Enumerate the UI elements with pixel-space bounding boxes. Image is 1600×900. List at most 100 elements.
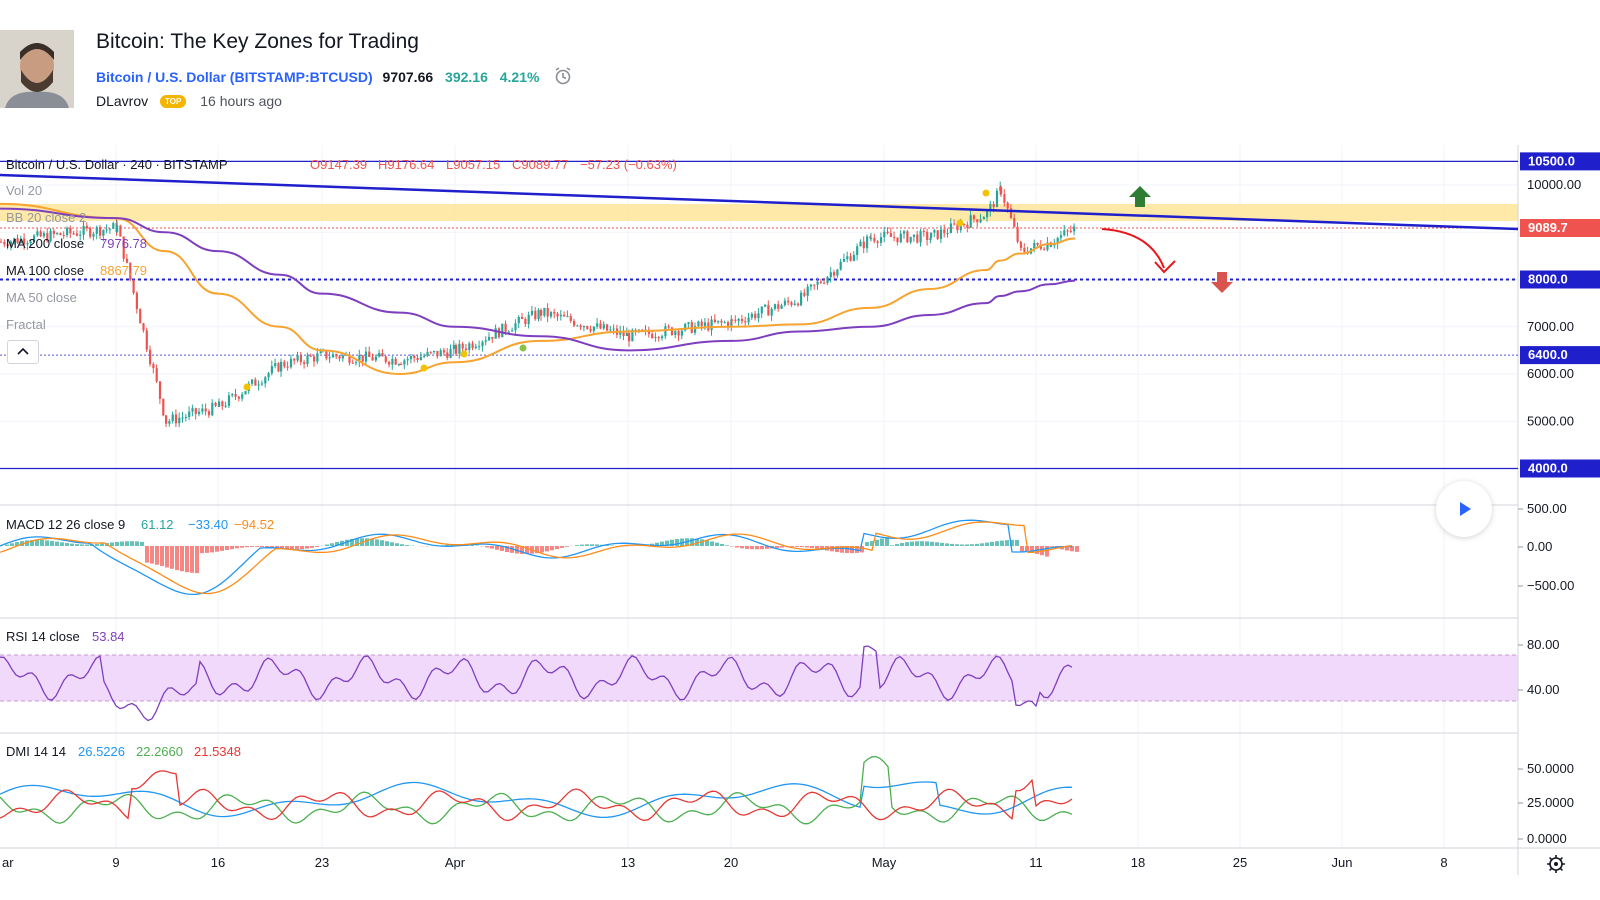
candle-body — [625, 333, 628, 336]
candle-body — [754, 313, 757, 319]
horizontal-levels[interactable] — [0, 160, 1518, 470]
candle-body — [309, 355, 312, 357]
price-axis[interactable]: 10000.009000.008000.007000.006000.005000… — [1518, 152, 1600, 846]
candle-body — [413, 356, 416, 358]
candle-body — [780, 305, 783, 309]
macd-histogram-bar — [300, 546, 304, 550]
descending-trendline[interactable] — [0, 173, 1519, 231]
symbol-name-link[interactable]: Bitcoin / U.S. Dollar — [96, 69, 226, 85]
date-tick-label: Apr — [445, 855, 466, 870]
candle-body — [102, 229, 105, 236]
candle-body — [191, 408, 194, 412]
candle-body — [979, 219, 982, 223]
up-arrow-icon[interactable] — [1129, 186, 1151, 207]
candle-body — [586, 326, 589, 329]
macd-histogram-bar — [765, 546, 769, 549]
macd-histogram-bar — [200, 546, 204, 554]
candle-body — [903, 231, 906, 234]
play-button[interactable] — [1436, 481, 1492, 537]
collapse-legend-button[interactable] — [7, 340, 39, 364]
candle-body — [1003, 194, 1006, 203]
candle-body — [449, 348, 452, 358]
candle-body — [852, 255, 855, 261]
candle-body — [946, 232, 949, 234]
candle-body — [286, 366, 289, 368]
macd-histogram-bar — [150, 546, 154, 564]
symbol-code-link[interactable]: (BITSTAMP:BTCUSD) — [229, 69, 373, 85]
macd-histogram-bar — [35, 539, 39, 546]
macd-histogram-bar — [795, 546, 799, 547]
candle-body — [886, 231, 889, 234]
candle-body — [517, 316, 520, 324]
macd-histogram-bar — [950, 543, 954, 546]
candle-body — [787, 300, 790, 303]
candle-body — [553, 312, 556, 314]
dmi-legend-plus: 22.2660 — [136, 744, 183, 759]
macd-histogram-bar — [720, 543, 724, 546]
candle-body — [168, 421, 171, 424]
time-axis[interactable]: ar 9 16 23 Apr 13 20 May 11 18 25 Jun 8 — [2, 855, 1448, 870]
macd-histogram-bar — [560, 546, 564, 548]
author-avatar[interactable] — [0, 30, 74, 108]
macd-histogram-bar — [390, 542, 394, 546]
candle-body — [283, 361, 286, 367]
candle-body — [231, 393, 234, 396]
macd-histogram-bar — [75, 544, 79, 546]
macd-histogram-bar — [135, 541, 139, 546]
candle-body — [670, 327, 674, 335]
candle-body — [158, 381, 162, 399]
candle-body — [813, 284, 816, 286]
candle-body — [149, 349, 152, 365]
macd-histogram-bar — [500, 546, 504, 551]
candle-body — [36, 231, 39, 236]
legend-fractal: Fractal — [6, 317, 46, 332]
candle-body — [680, 330, 683, 336]
candle-body — [494, 328, 497, 339]
candle-body — [1036, 242, 1039, 245]
macd-histogram-bar — [925, 541, 929, 546]
gear-icon[interactable] — [1547, 855, 1565, 873]
pane-tick-label: 500.00 — [1527, 501, 1567, 516]
dmi-legend-label: DMI 14 14 — [6, 744, 66, 759]
candle-body — [135, 292, 138, 310]
macd-histogram-bar — [330, 543, 334, 546]
macd-histogram-bar — [230, 546, 234, 550]
candle-body — [474, 346, 477, 349]
macd-histogram-bar — [890, 545, 894, 546]
candle-body — [563, 314, 566, 317]
candle-body — [972, 215, 976, 220]
macd-histogram-bar — [535, 546, 539, 554]
alarm-clock-icon[interactable] — [553, 66, 573, 89]
legend-vol: Vol 20 — [6, 183, 42, 198]
down-arrow-icon[interactable] — [1211, 272, 1233, 293]
dmi-adx-line — [0, 781, 1073, 819]
candle-body — [52, 230, 55, 234]
candle-body — [916, 234, 919, 243]
author-name[interactable]: DLavrov — [96, 93, 149, 109]
candle-body — [331, 354, 335, 358]
candle-body — [694, 326, 697, 333]
macd-histogram-bar — [975, 543, 979, 546]
macd-histogram-bar — [315, 546, 319, 547]
macd-histogram-bar — [140, 541, 144, 546]
candle-body — [468, 343, 471, 351]
candle-body — [540, 310, 543, 316]
candle-body — [631, 329, 634, 342]
candle-body — [592, 326, 595, 331]
candle-body — [713, 319, 716, 323]
macd-histogram-bar — [100, 543, 104, 546]
candle-body — [744, 321, 747, 323]
chart-grid — [0, 145, 1518, 848]
top-author-badge: TOP — [160, 95, 187, 108]
macd-histogram-bar — [215, 546, 219, 552]
candle-body — [122, 236, 125, 259]
candle-body — [92, 233, 95, 237]
macd-histogram-bar — [575, 545, 579, 546]
candle-body — [13, 238, 16, 242]
candle-body — [33, 235, 36, 242]
main-legend: Bitcoin / U.S. Dollar · 240 · BITSTAMP O… — [6, 157, 677, 332]
projection-arrow[interactable] — [1101, 228, 1165, 269]
candle-body — [842, 258, 846, 262]
candle-body — [364, 351, 368, 362]
